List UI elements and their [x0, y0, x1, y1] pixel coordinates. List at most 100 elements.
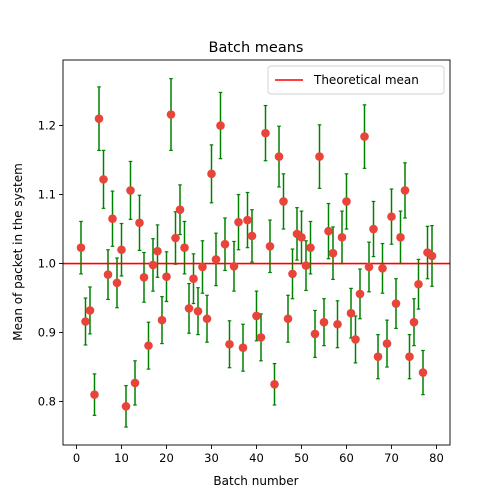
data-point	[171, 233, 180, 243]
x-tick-label: 30	[204, 451, 219, 465]
data-point	[378, 264, 387, 273]
data-point	[301, 261, 311, 270]
data-point	[144, 341, 153, 350]
data-point	[288, 269, 297, 279]
data-point	[153, 246, 162, 256]
data-point	[364, 262, 374, 272]
y-tick-label: 1.1	[38, 188, 56, 202]
x-axis: 0 10 20 30 40 50 60 70 80	[73, 445, 444, 465]
data-point	[193, 306, 203, 316]
x-axis-label: Batch number	[213, 474, 298, 488]
data-point	[166, 110, 176, 119]
data-point	[189, 274, 198, 284]
data-point	[85, 306, 95, 315]
data-point	[207, 169, 216, 179]
data-point	[297, 233, 306, 242]
data-point	[414, 279, 423, 289]
data-point	[121, 402, 131, 411]
data-point	[405, 352, 414, 361]
errorbar-layer	[79, 78, 434, 428]
x-tick-label: 10	[114, 451, 129, 465]
data-point	[310, 329, 320, 339]
data-point	[396, 233, 405, 242]
y-axis: 0.8 0.9 1.0 1.1 1.2	[38, 119, 63, 409]
data-point	[382, 339, 392, 348]
data-point	[76, 243, 86, 252]
data-point	[198, 262, 207, 272]
data-point	[108, 214, 117, 223]
data-point	[99, 175, 108, 184]
data-point	[270, 379, 279, 389]
data-point	[175, 205, 185, 215]
data-point	[261, 128, 270, 138]
data-point	[130, 378, 140, 388]
y-axis-label: Mean of packet in the system	[11, 163, 25, 341]
data-point	[202, 314, 212, 324]
data-point	[117, 245, 126, 255]
data-point	[135, 218, 144, 228]
data-point	[126, 186, 135, 195]
data-point	[211, 255, 221, 264]
y-tick-label: 1.0	[38, 257, 56, 271]
data-point	[328, 248, 338, 258]
data-point	[234, 217, 243, 227]
data-point	[324, 226, 333, 236]
data-point	[342, 197, 351, 206]
data-point	[90, 390, 99, 399]
data-point	[373, 352, 383, 361]
data-point	[369, 224, 378, 234]
data-point	[427, 251, 437, 261]
data-point	[319, 317, 329, 327]
data-point	[274, 152, 284, 161]
data-point	[238, 343, 248, 353]
data-point	[355, 289, 365, 299]
data-point	[225, 339, 234, 349]
data-point	[418, 368, 428, 377]
data-point	[157, 315, 167, 325]
data-point	[346, 308, 356, 318]
data-point	[360, 132, 369, 141]
data-point	[306, 243, 315, 252]
data-point	[94, 114, 104, 123]
data-point	[283, 314, 293, 324]
legend-box	[267, 65, 445, 95]
y-tick-label: 1.2	[38, 119, 56, 133]
data-point	[400, 186, 410, 195]
x-tick-label: 70	[384, 451, 399, 465]
x-tick-label: 60	[339, 451, 354, 465]
data-point	[247, 231, 257, 241]
x-tick-label: 20	[159, 451, 174, 465]
data-point	[252, 311, 261, 321]
y-tick-label: 0.8	[38, 395, 56, 409]
data-point	[112, 278, 122, 288]
chart-title: Batch means	[209, 40, 304, 56]
data-point	[220, 239, 230, 249]
y-tick-label: 0.9	[38, 326, 56, 340]
data-point	[256, 333, 266, 342]
data-point	[162, 272, 171, 281]
data-point	[351, 335, 360, 344]
x-tick-label: 40	[249, 451, 264, 465]
data-point	[279, 197, 288, 206]
data-point	[265, 241, 275, 251]
data-point	[103, 270, 113, 279]
x-tick-label: 50	[294, 451, 309, 465]
data-point	[229, 261, 239, 271]
data-point	[243, 215, 252, 225]
legend-label-theoretical-mean: Theoretical mean	[313, 73, 419, 87]
data-point	[409, 317, 419, 327]
legend: Theoretical mean	[267, 65, 445, 95]
data-point	[337, 233, 347, 242]
data-point	[81, 317, 90, 326]
data-point	[391, 299, 401, 308]
data-point	[148, 260, 158, 270]
x-tick-label: 80	[429, 451, 444, 465]
point-layer	[76, 110, 437, 411]
data-point	[387, 212, 396, 221]
data-point	[180, 243, 189, 252]
x-tick-label: 0	[73, 451, 80, 465]
data-point	[216, 121, 225, 130]
data-point	[184, 304, 194, 313]
data-point	[333, 319, 342, 329]
